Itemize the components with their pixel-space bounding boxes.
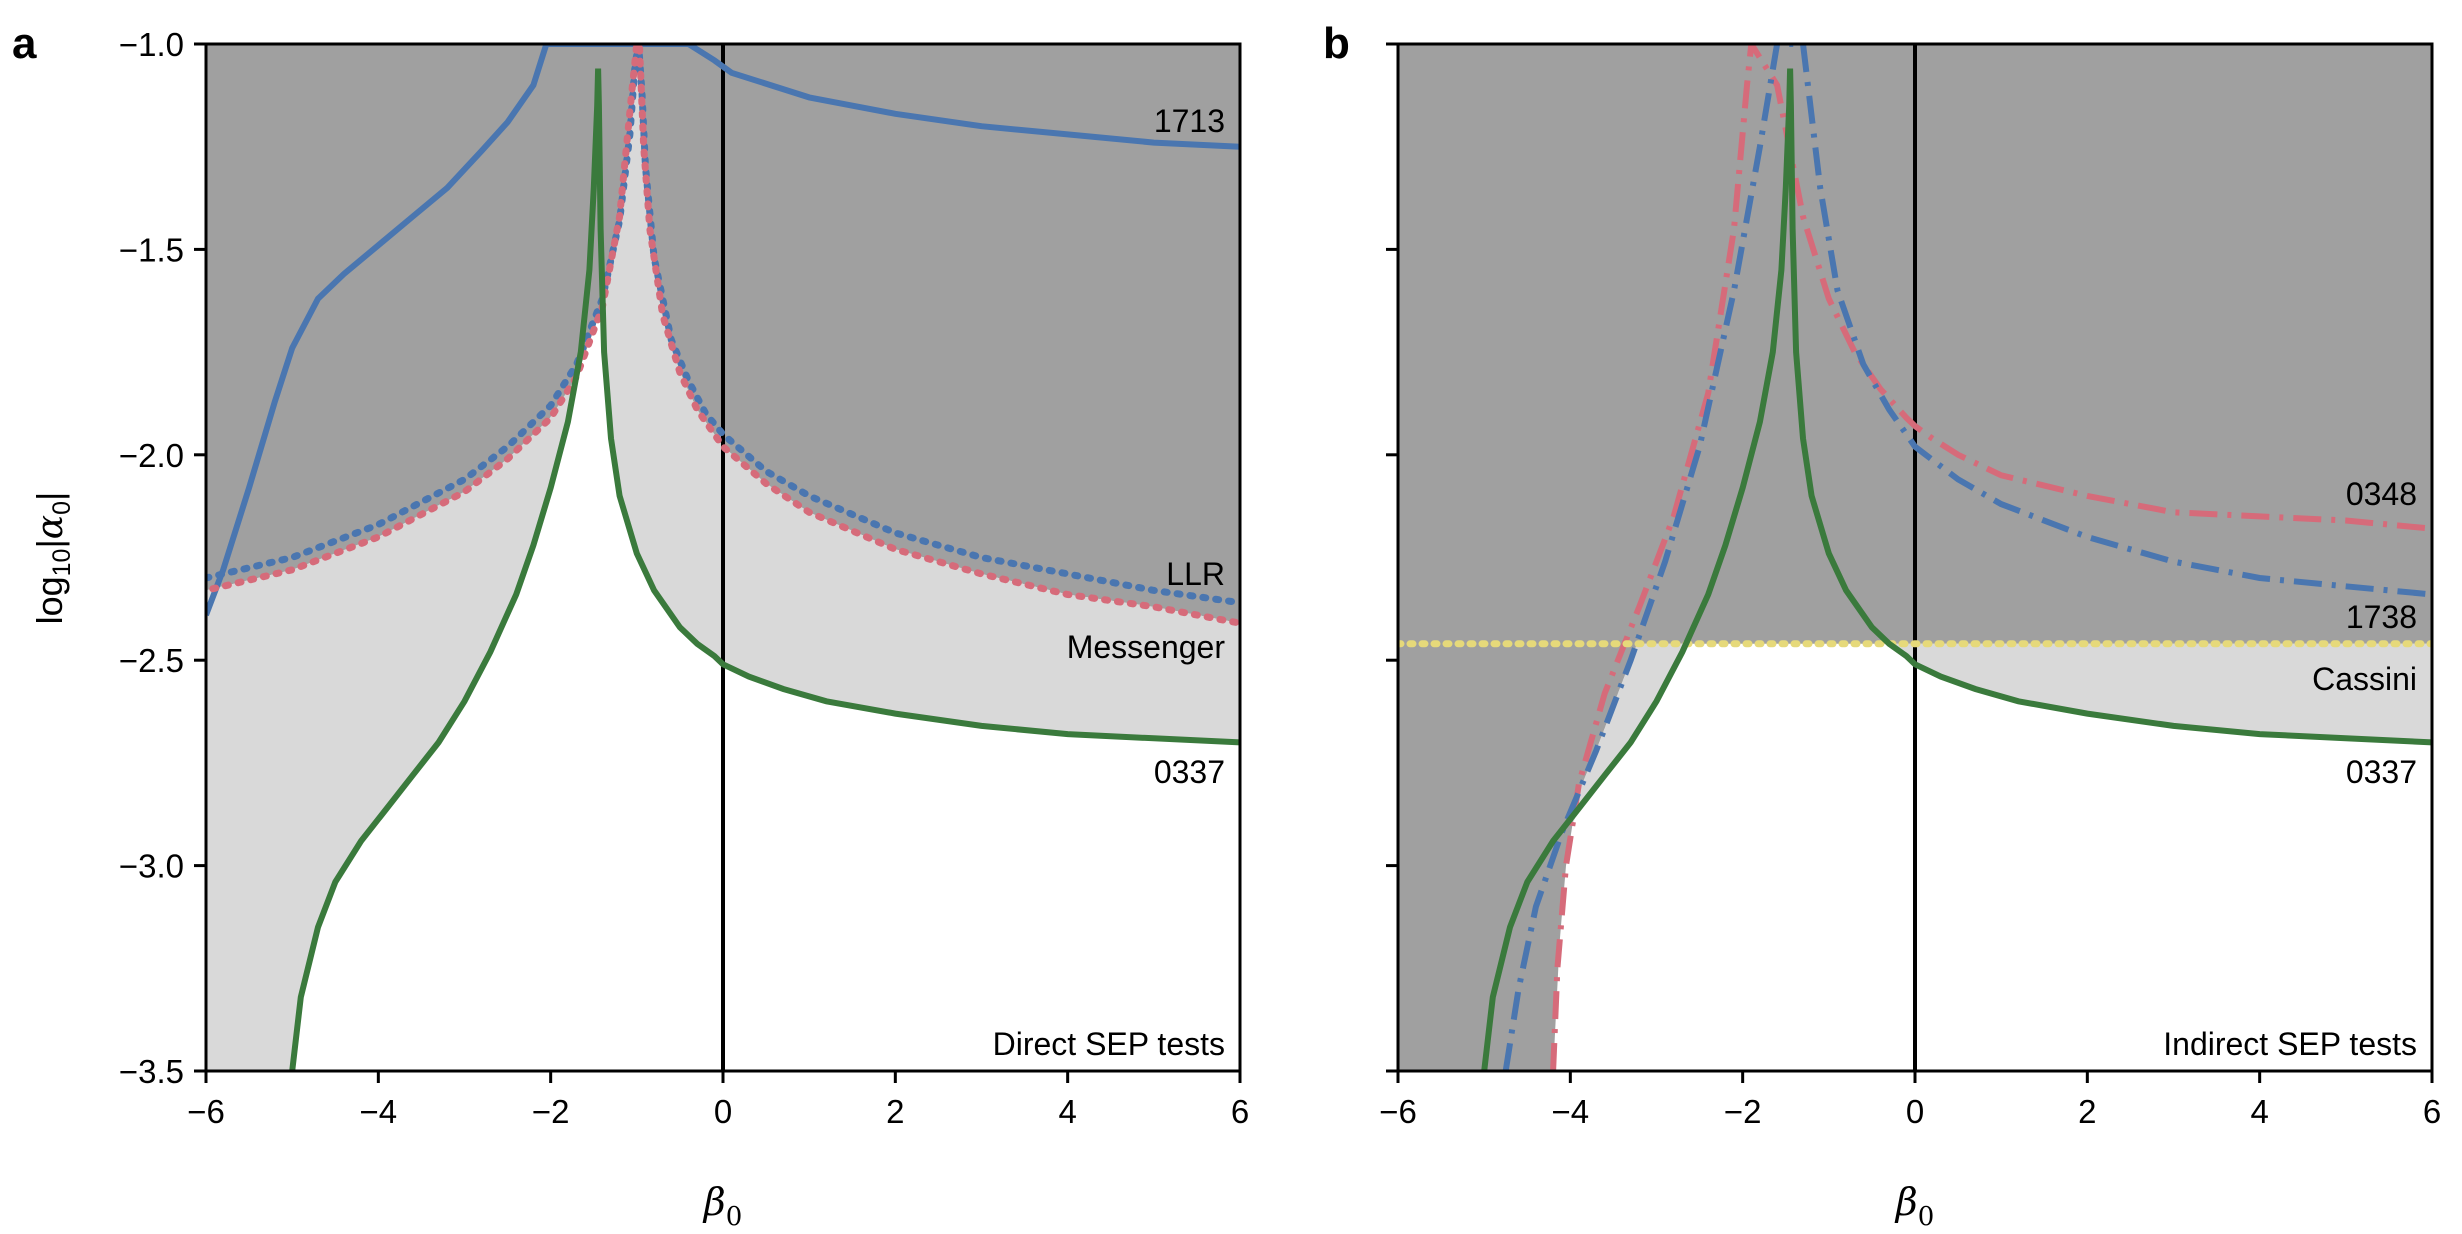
panel-b-xtick-label: −6 bbox=[1379, 1093, 1417, 1130]
panel-b-xlabel: β0 bbox=[1894, 1180, 1935, 1232]
panel-a-xtick-label: 2 bbox=[886, 1093, 904, 1130]
panel-a-xlabel: β0 bbox=[702, 1180, 743, 1232]
panel-b-letter: b bbox=[1323, 19, 1350, 68]
panel-b-label-0348: 0348 bbox=[2346, 476, 2417, 512]
panel-a-letter: a bbox=[12, 19, 37, 68]
panel-a-ylabel: log10|α0| bbox=[29, 492, 76, 625]
panel-a-ticks: −6 −4 −2 0 2 4 6 −1.0 −1.5 −2.0 −2.5 −3.0 −3.5 bbox=[119, 26, 1249, 1130]
panel-b-xtick-label: 6 bbox=[2423, 1093, 2441, 1130]
panel-a-xtick-label: 0 bbox=[714, 1093, 732, 1130]
panel-a-label-messenger: Messenger bbox=[1067, 629, 1226, 665]
panel-a-xtick-label: −6 bbox=[187, 1093, 225, 1130]
panel-a-label-1713: 1713 bbox=[1154, 103, 1225, 139]
panel-a-xtick-label: 6 bbox=[1231, 1093, 1249, 1130]
panel-a-ytick-label: −3.5 bbox=[119, 1053, 184, 1090]
panel-a-ytick-label: −2.5 bbox=[119, 642, 184, 679]
panel-b-label-1738: 1738 bbox=[2346, 599, 2417, 635]
panel-a-title: Direct SEP tests bbox=[993, 1026, 1225, 1062]
panel-b-title: Indirect SEP tests bbox=[2163, 1026, 2417, 1062]
panel-b-xtick-label: 2 bbox=[2078, 1093, 2096, 1130]
panel-b-xtick-label: −4 bbox=[1552, 1093, 1590, 1130]
panel-b-label-cassini: Cassini bbox=[2312, 661, 2417, 697]
panel-b-ticks: −6 −4 −2 0 2 4 6 bbox=[1379, 42, 2441, 1130]
panel-a-label-llr: LLR bbox=[1166, 556, 1225, 592]
panel-a-ytick-label: −1.5 bbox=[119, 231, 184, 268]
panel-a-series-1713 bbox=[206, 44, 1240, 617]
panel-a: a −6 −4 −2 0 2 4 6 −1.0 −1.5 −2.0 −2.5 −3.0 −3.5 171… bbox=[12, 19, 1249, 1232]
panel-a-ytick-label: −2.0 bbox=[119, 437, 184, 474]
panel-b-xtick-label: −2 bbox=[1724, 1093, 1762, 1130]
panel-b-xtick-label: 0 bbox=[1906, 1093, 1924, 1130]
panel-a-ytick-label: −1.0 bbox=[119, 26, 184, 63]
panel-a-series-messenger bbox=[206, 44, 1240, 627]
panel-a-xtick-label: −4 bbox=[360, 1093, 398, 1130]
panel-b-series-1738 bbox=[1502, 44, 2432, 1071]
panel-b-intermediate-region bbox=[1553, 643, 2432, 1071]
panel-b-label-0337: 0337 bbox=[2346, 754, 2417, 790]
panel-a-xtick-label: −2 bbox=[532, 1093, 570, 1130]
panel-a-xtick-label: 4 bbox=[1058, 1093, 1076, 1130]
panel-b-xtick-label: 4 bbox=[2250, 1093, 2268, 1130]
panel-b: b −6 −4 −2 0 2 4 6 0348 1738 Cassini 0337 Indi… bbox=[1323, 19, 2441, 1232]
panel-a-series-0337 bbox=[289, 68, 1240, 1071]
panel-b-series-0337 bbox=[1481, 68, 2432, 1071]
panel-a-ytick-label: −3.0 bbox=[119, 848, 184, 885]
panel-a-label-0337: 0337 bbox=[1154, 754, 1225, 790]
